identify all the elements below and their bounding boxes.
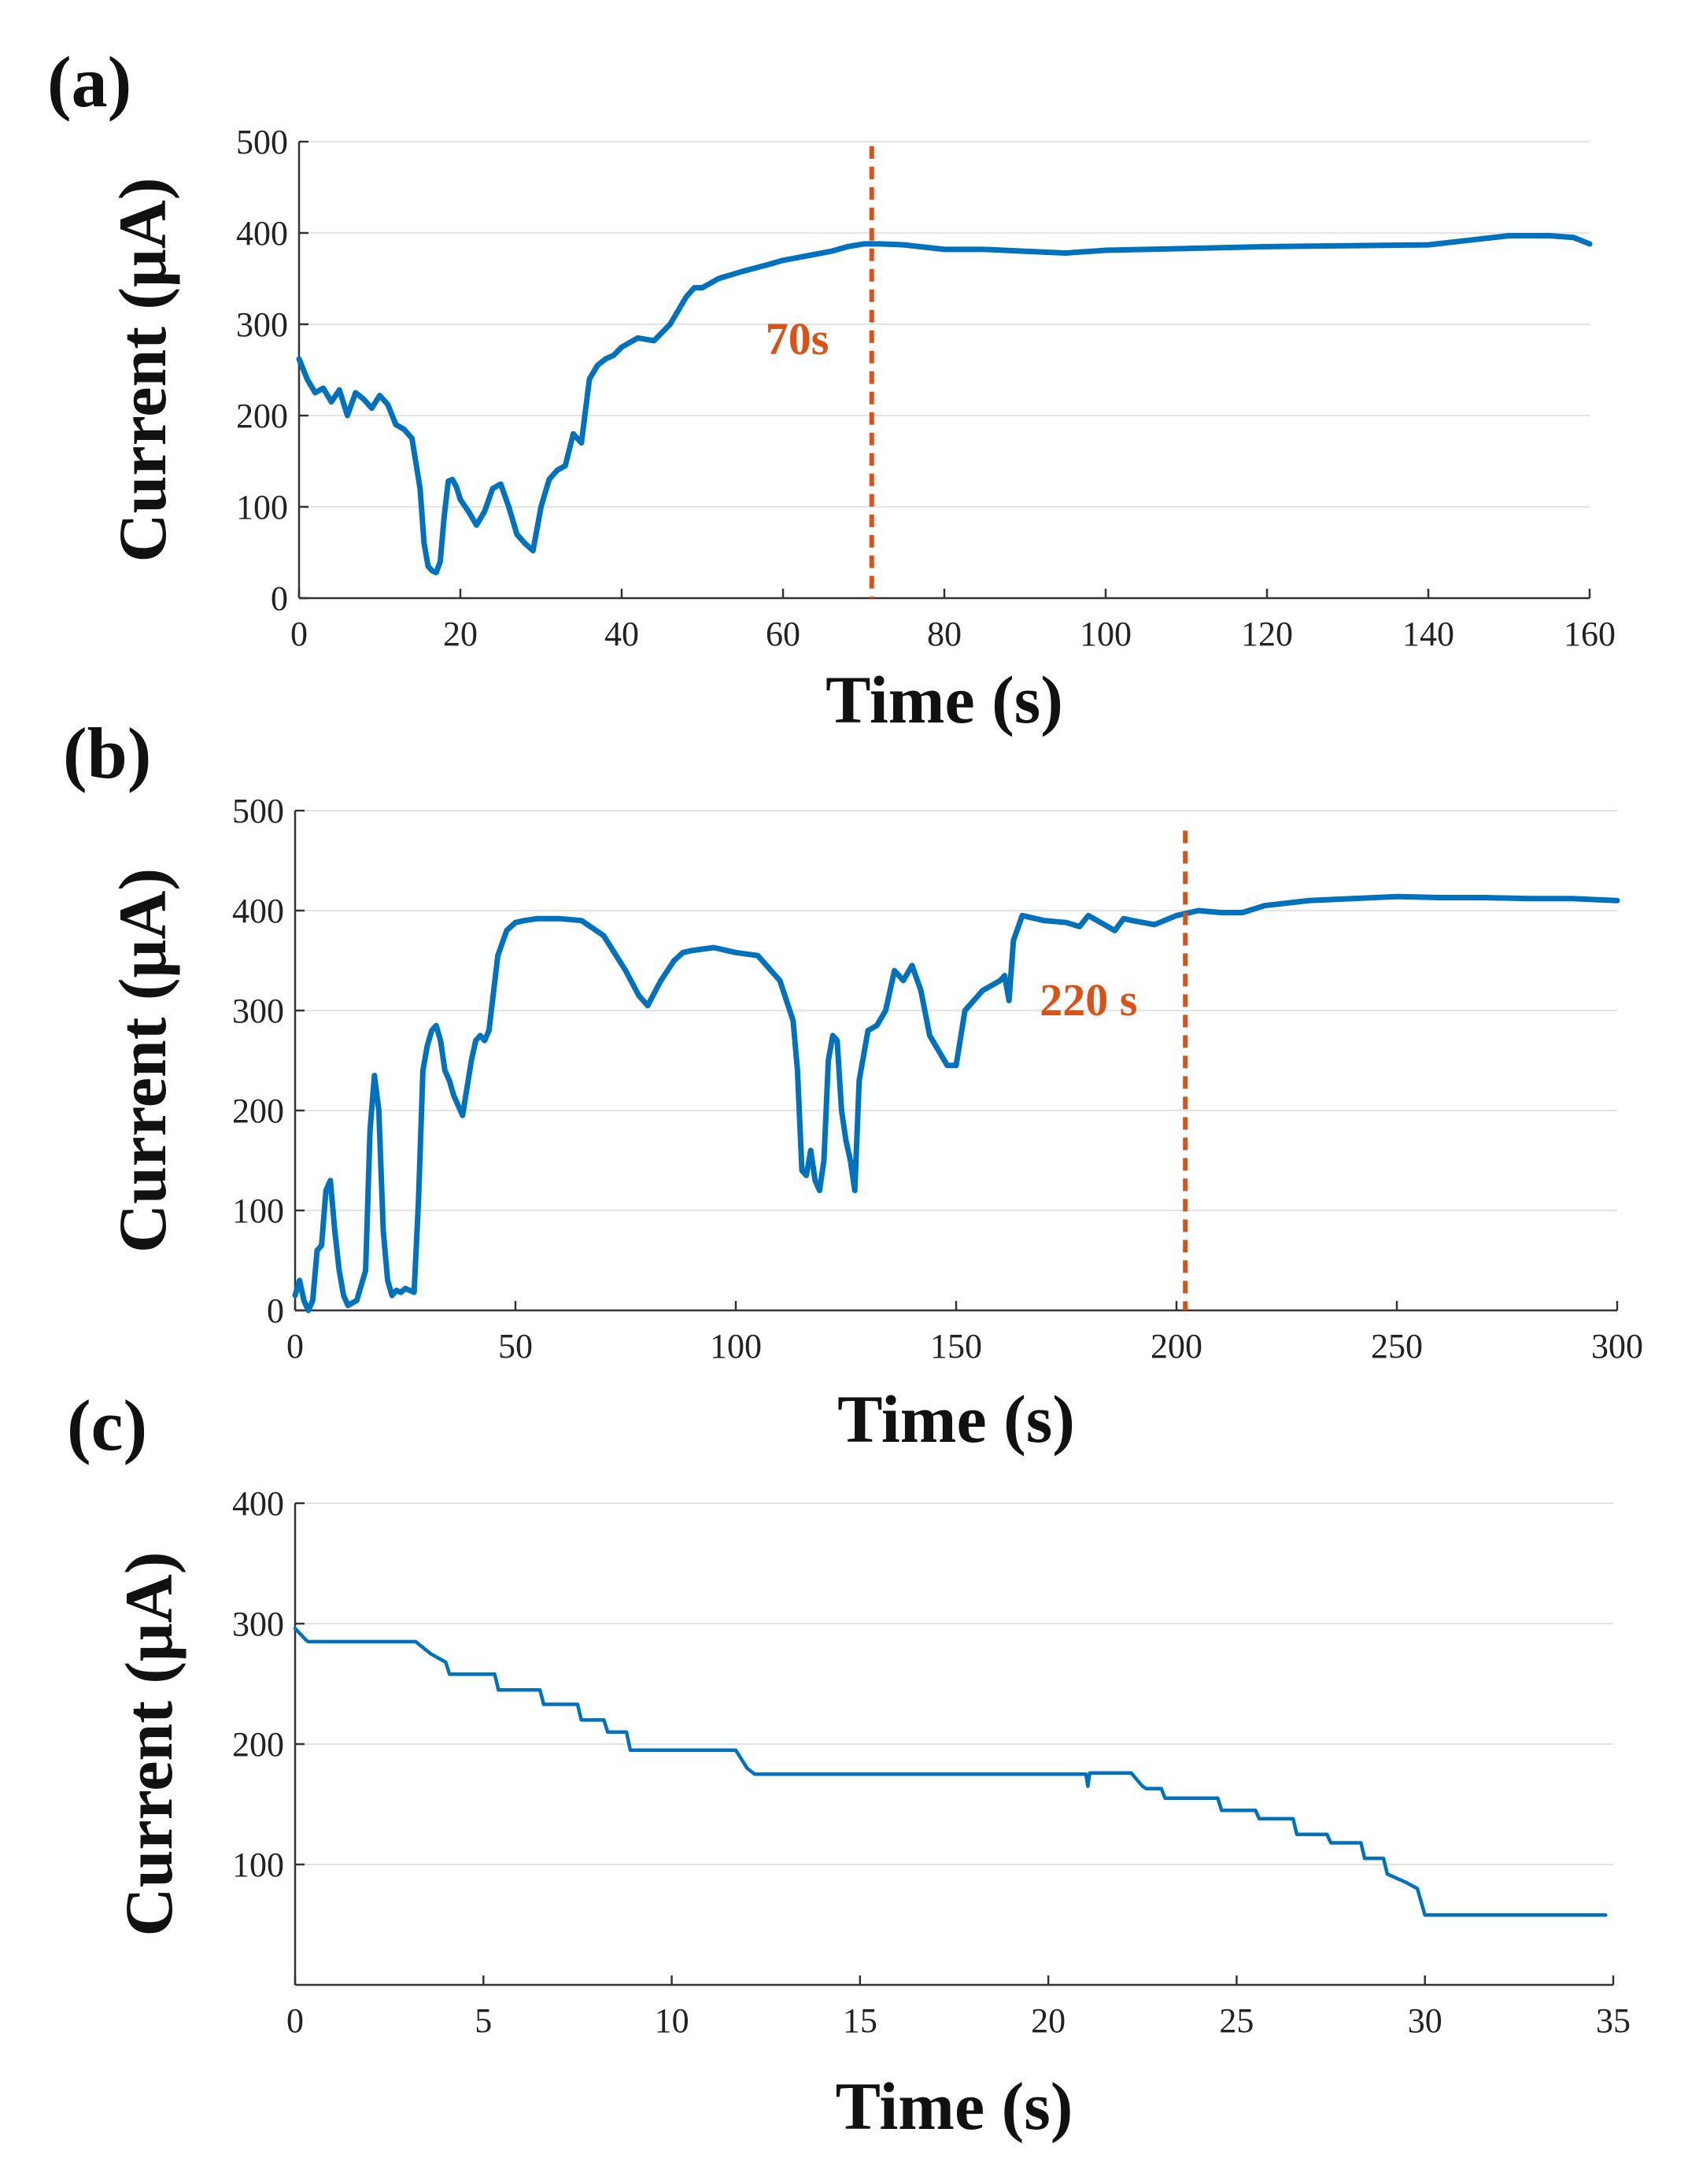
chart-panel-1: (a) 0 100 200 300 400 500 0 20 40 60 80 100 120 140 160…	[47, 42, 1616, 737]
x-tick-label: 30	[1408, 2001, 1442, 2040]
y-tick-label: 200	[232, 1725, 284, 1764]
series-line	[292, 893, 1620, 1314]
x-tick-label: 140	[1402, 615, 1454, 653]
x-tick-label: 20	[1031, 2001, 1066, 2040]
y-tick-label: 400	[232, 1484, 284, 1523]
x-tick-label: 200	[1151, 1327, 1202, 1365]
panel-label: (c)	[67, 1385, 147, 1465]
y-tick-label: 200	[232, 1092, 284, 1130]
x-tick-label: 160	[1564, 615, 1616, 653]
x-tick-label: 80	[927, 615, 962, 653]
x-tick-label: 120	[1241, 615, 1293, 653]
x-tick-label: 50	[498, 1327, 533, 1365]
chart-panel-2: (b) 0 100 200 300 400 500 0 50 100 150 200 250 300 220…	[63, 713, 1643, 1457]
x-tick-label: 250	[1371, 1327, 1423, 1365]
y-tick-label: 300	[236, 305, 288, 344]
x-tick-label: 150	[930, 1327, 982, 1365]
y-tick-label: 100	[232, 1846, 284, 1884]
x-tick-label: 0	[290, 615, 308, 653]
y-tick-label: 100	[236, 488, 288, 527]
x-tick-label: 10	[655, 2001, 689, 2040]
x-axis-title: Time (s)	[826, 662, 1063, 737]
y-tick-label: 300	[232, 992, 284, 1030]
y-tick-label: 200	[236, 397, 288, 435]
x-tick-label: 60	[766, 615, 800, 653]
y-axis-title: Current (μA)	[105, 178, 180, 563]
x-tick-label: 300	[1591, 1327, 1643, 1365]
x-tick-label: 25	[1219, 2001, 1254, 2040]
x-tick-label: 35	[1596, 2001, 1631, 2040]
y-axis-title: Current (μA)	[111, 1552, 187, 1937]
x-tick-label: 0	[286, 1327, 304, 1365]
x-tick-label: 15	[843, 2001, 877, 2040]
y-tick-label: 100	[232, 1192, 284, 1230]
y-tick-label: 0	[271, 579, 288, 618]
series-line	[296, 233, 1593, 575]
series-line	[293, 1626, 1608, 1917]
x-tick-label: 100	[710, 1327, 762, 1365]
x-axis-title: Time (s)	[836, 2068, 1073, 2144]
chart-panel-3: (c) 100 200 300 400 0 5 10 15 20 25 30 35 Time (s) Cur…	[67, 1385, 1631, 2144]
x-axis-title: Time (s)	[837, 1381, 1075, 1457]
x-tick-label: 40	[604, 615, 639, 653]
y-tick-label: 400	[232, 892, 284, 930]
panel-label: (a)	[47, 42, 131, 122]
y-tick-label: 500	[236, 123, 288, 161]
y-axis-title: Current (μA)	[105, 868, 180, 1253]
x-tick-label: 5	[475, 2001, 492, 2040]
panel-label: (b)	[63, 713, 151, 793]
y-tick-label: 0	[267, 1292, 284, 1330]
annotation-label: 70s	[766, 313, 829, 364]
x-tick-label: 100	[1080, 615, 1132, 653]
y-tick-label: 500	[232, 792, 284, 830]
y-tick-label: 400	[236, 214, 288, 253]
x-tick-label: 20	[443, 615, 478, 653]
annotation-label: 220 s	[1040, 974, 1137, 1025]
x-tick-label: 0	[286, 2001, 304, 2040]
y-tick-label: 300	[232, 1605, 284, 1643]
